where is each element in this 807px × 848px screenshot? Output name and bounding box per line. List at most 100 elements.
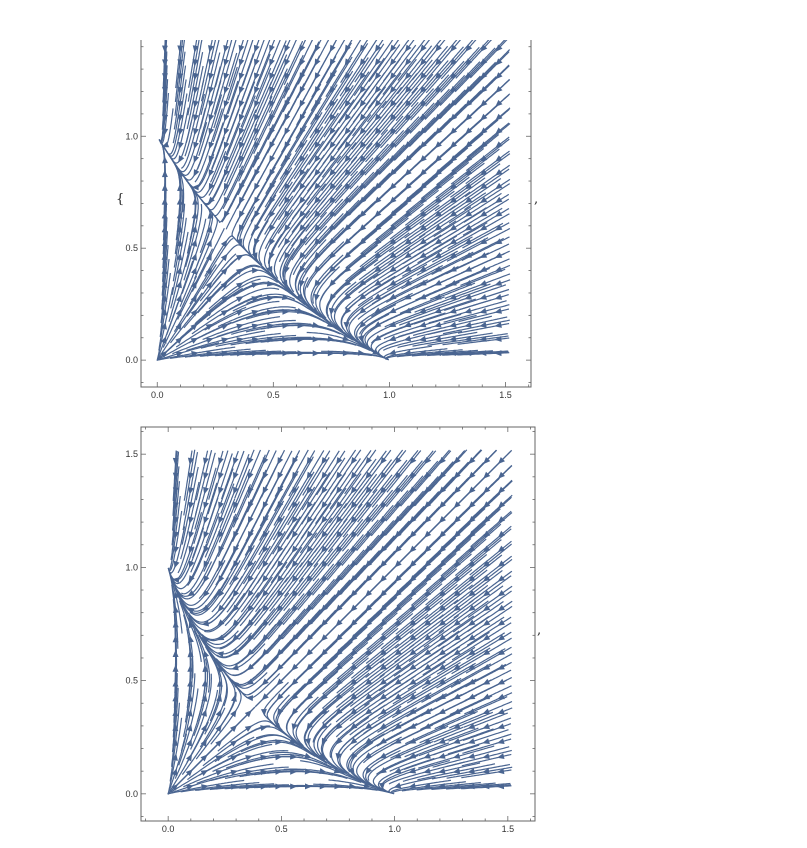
stream-arrowhead (314, 251, 321, 260)
streamline (440, 40, 477, 80)
stream-arrowhead (248, 471, 254, 480)
stream-arrowhead (217, 619, 225, 627)
stream-arrowhead (335, 545, 343, 553)
stream-arrowhead (171, 768, 178, 776)
stream-arrowhead (374, 44, 382, 53)
stream-arrowhead (359, 127, 367, 135)
stream-arrowhead (177, 183, 184, 191)
stream-arrowhead (329, 224, 336, 232)
stream-arrowhead (453, 575, 461, 582)
streamline (460, 250, 510, 274)
stream-arrowhead (438, 663, 446, 671)
stream-arrowhead (246, 648, 254, 656)
stream-arrowhead (192, 45, 199, 53)
stream-arrowhead (479, 266, 488, 272)
stream-arrowhead (380, 530, 387, 538)
streamline (444, 288, 510, 311)
stream-arrowhead (438, 589, 446, 597)
stream-arrowhead (176, 294, 182, 303)
stream-arrowhead (419, 252, 427, 259)
stream-arrowhead (409, 501, 417, 509)
streamline (354, 40, 384, 83)
stream-arrowhead (394, 501, 402, 509)
stream-arrowhead (419, 141, 427, 149)
streamline (274, 449, 309, 512)
stream-arrowhead (223, 155, 230, 163)
stream-arrowhead (344, 155, 351, 163)
stream-arrowhead (208, 86, 214, 94)
stream-arrowhead (452, 723, 461, 729)
stream-arrowhead (393, 767, 402, 774)
stream-arrowhead (299, 44, 306, 53)
stream-arrowhead (342, 350, 350, 357)
stream-arrowhead (187, 590, 195, 597)
stream-arrowhead (336, 501, 343, 509)
streamline (471, 479, 513, 519)
stream-arrowhead (205, 309, 213, 317)
stream-arrowhead (321, 545, 328, 553)
stream-arrowhead (344, 196, 352, 204)
stream-arrowhead (365, 457, 372, 465)
stream-arrowhead (419, 182, 427, 190)
stream-arrowhead (450, 72, 457, 80)
stream-arrowhead (238, 86, 245, 94)
stream-arrowhead (336, 457, 343, 465)
stream-arrowhead (246, 678, 254, 685)
stream-arrowhead (365, 516, 373, 524)
stream-arrowhead (374, 99, 382, 108)
stream-arrowhead (359, 141, 367, 149)
stream-arrowhead (335, 693, 343, 701)
stream-arrowhead (349, 783, 357, 790)
stream-arrowhead (208, 72, 214, 81)
stream-arrowhead (291, 545, 299, 554)
stream-arrowhead (495, 72, 503, 80)
streamline (447, 749, 512, 767)
streamline (444, 273, 511, 299)
stream-arrowhead (423, 604, 432, 612)
stream-arrowhead (218, 457, 224, 465)
stream-arrowhead (394, 589, 402, 597)
stream-arrowhead (344, 44, 351, 53)
stream-arrowhead (314, 169, 321, 177)
stream-arrowhead (172, 605, 179, 613)
x-tick-label: 0.5 (275, 824, 288, 834)
stream-arrowhead (495, 169, 503, 176)
stream-arrowhead (177, 114, 184, 122)
stream-arrowhead (363, 782, 371, 789)
stream-arrowhead (364, 649, 373, 656)
stream-arrowhead (350, 737, 358, 745)
stream-arrowhead (409, 649, 417, 656)
stream-arrowhead (449, 224, 457, 231)
streamline (448, 198, 510, 237)
stream-arrowhead (374, 72, 382, 80)
stream-arrowhead (192, 59, 199, 67)
streamline (339, 40, 378, 97)
streamline (414, 450, 452, 492)
stream-arrowhead (236, 282, 244, 289)
stream-arrowhead (187, 607, 195, 614)
stream-arrowhead (193, 155, 200, 163)
x-tick-label: 1.5 (502, 824, 515, 834)
stream-arrowhead (239, 155, 245, 163)
stream-arrowhead (276, 648, 284, 657)
stream-arrowhead (379, 634, 387, 641)
stream-arrowhead (299, 238, 306, 246)
streamline (467, 93, 511, 132)
stream-arrowhead (208, 169, 215, 177)
streamline (461, 236, 510, 262)
stream-arrowhead (482, 678, 491, 685)
stream-arrowhead (344, 307, 351, 315)
stream-arrowhead (299, 251, 306, 260)
stream-arrowhead (172, 457, 179, 466)
stream-arrowhead (405, 44, 412, 52)
stream-arrowhead (480, 169, 488, 176)
stream-arrowhead (162, 59, 168, 67)
stream-arrowhead (192, 100, 199, 108)
streamline (385, 348, 448, 360)
stream-arrowhead (223, 182, 230, 191)
stream-arrowhead (497, 516, 506, 523)
streamline (329, 450, 372, 510)
stream-arrowhead (453, 619, 461, 626)
stream-arrowhead (231, 664, 239, 671)
stream-arrowhead (176, 280, 182, 289)
